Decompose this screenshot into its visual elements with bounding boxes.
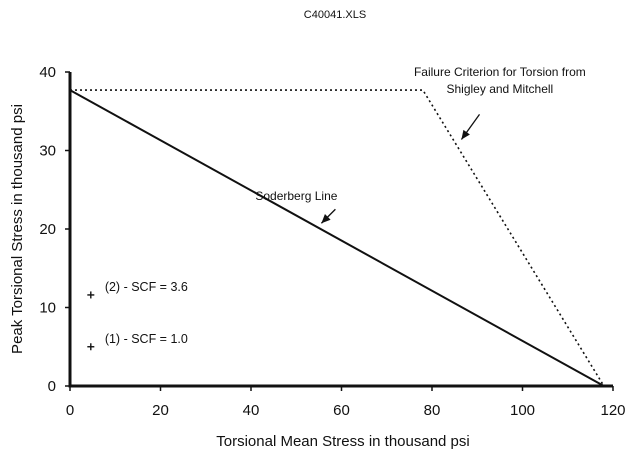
- y-tick-label: 10: [39, 300, 56, 317]
- chart-title: C40041.XLS: [304, 9, 366, 21]
- data-point-label: (1) - SCF = 1.0: [105, 332, 188, 346]
- x-axis-label: Torsional Mean Stress in thousand psi: [216, 433, 469, 450]
- soderberg-arrow-head: [321, 214, 331, 224]
- soderberg-label: Soderberg Line: [255, 189, 337, 203]
- data-point-label: (2) - SCF = 3.6: [105, 280, 188, 294]
- y-tick-label: 30: [39, 143, 56, 160]
- x-tick-label: 80: [424, 402, 441, 419]
- x-tick-label: 120: [600, 402, 625, 419]
- annotations: Soderberg Line Failure Criterion for Tors…: [255, 65, 586, 224]
- x-tick-label: 60: [333, 402, 350, 419]
- failure-criterion-arrow-head: [461, 129, 470, 140]
- y-tick-label: 20: [39, 221, 56, 238]
- series-group: [69, 89, 605, 387]
- x-tick-label: 0: [66, 402, 74, 419]
- x-tick-label: 20: [152, 402, 169, 419]
- y-axis-ticks: 0 10 20 30 40: [39, 64, 70, 395]
- y-tick-label: 40: [39, 64, 56, 81]
- data-points: (2) - SCF = 3.6 (1) - SCF = 1.0: [87, 280, 188, 351]
- x-tick-label: 40: [243, 402, 260, 419]
- failure-criterion-label-line: Failure Criterion for Torsion from: [414, 65, 586, 79]
- failure-criterion-label-line: Shigley and Mitchell: [447, 82, 554, 96]
- x-tick-label: 100: [510, 402, 535, 419]
- failure-criterion-label: Failure Criterion for Torsion from Shigle…: [414, 65, 586, 96]
- y-tick-label: 0: [48, 378, 56, 395]
- y-axis-label: Peak Torsional Stress in thousand psi: [9, 104, 26, 354]
- x-axis-ticks: 0 20 40 60 80 100 120: [66, 386, 626, 419]
- soderberg-line: [69, 89, 605, 387]
